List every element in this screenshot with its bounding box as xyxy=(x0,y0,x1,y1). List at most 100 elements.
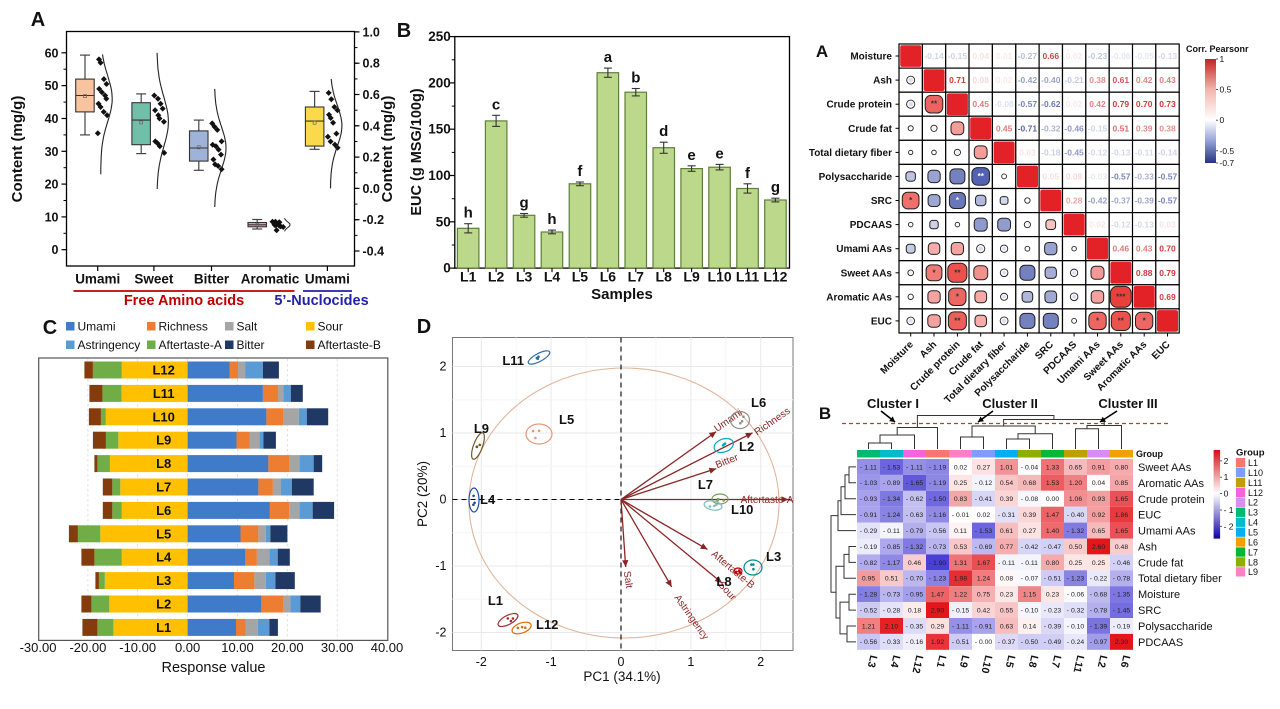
svg-text:-0.06: -0.06 xyxy=(1111,51,1131,61)
svg-text:0.39: 0.39 xyxy=(1000,496,1013,503)
svg-text:- 1.35: - 1.35 xyxy=(1113,592,1131,599)
svg-text:0.68: 0.68 xyxy=(1023,480,1036,487)
svg-text:0.02: 0.02 xyxy=(1089,220,1106,230)
svg-text:0.18: 0.18 xyxy=(908,608,921,615)
svg-text:**: ** xyxy=(931,100,938,109)
svg-text:Umami AAs: Umami AAs xyxy=(1138,526,1196,538)
svg-text:1.22: 1.22 xyxy=(954,592,967,599)
svg-text:*: * xyxy=(956,292,960,301)
svg-text:1: 1 xyxy=(687,655,694,669)
svg-text:L5: L5 xyxy=(559,412,574,427)
svg-text:0.92: 0.92 xyxy=(1092,512,1105,519)
svg-text:c: c xyxy=(492,96,500,113)
svg-text:- 0.68: - 0.68 xyxy=(1090,592,1108,599)
svg-text:Aftertaste-A: Aftertaste-A xyxy=(159,338,222,352)
svg-text:- 0.69: - 0.69 xyxy=(975,544,993,551)
svg-text:- 1.45: - 1.45 xyxy=(1113,608,1131,615)
svg-text:L2: L2 xyxy=(1248,498,1258,508)
svg-text:- 0.63: - 0.63 xyxy=(906,512,924,519)
svg-text:Salt: Salt xyxy=(621,570,634,589)
svg-text:50: 50 xyxy=(45,79,59,93)
svg-text:- 0.23: - 0.23 xyxy=(1044,608,1062,615)
svg-text:Polysaccharide: Polysaccharide xyxy=(1138,621,1213,633)
svg-text:-0.33: -0.33 xyxy=(1135,171,1155,181)
svg-text:0.55: 0.55 xyxy=(1000,608,1013,615)
svg-text:L10: L10 xyxy=(152,409,174,424)
svg-text:-0.39: -0.39 xyxy=(1135,196,1155,206)
svg-text:- 0.28: - 0.28 xyxy=(883,608,901,615)
svg-text:- 0.16: - 0.16 xyxy=(906,639,924,646)
svg-text:A: A xyxy=(31,9,45,31)
svg-text:L10: L10 xyxy=(708,269,732,285)
svg-text:0.53: 0.53 xyxy=(954,544,967,551)
svg-text:L7: L7 xyxy=(698,477,713,492)
svg-text:0.48: 0.48 xyxy=(1115,544,1128,551)
svg-text:B: B xyxy=(819,404,831,423)
svg-text:- 0.19: - 0.19 xyxy=(1113,623,1131,630)
svg-text:- 0.08: - 0.08 xyxy=(1021,496,1039,503)
svg-text:- 0.78: - 0.78 xyxy=(1113,576,1131,583)
svg-text:Sweet AAs: Sweet AAs xyxy=(1138,462,1192,474)
svg-text:-0.15: -0.15 xyxy=(948,51,968,61)
svg-text:L11: L11 xyxy=(1248,478,1262,488)
svg-text:150: 150 xyxy=(428,122,451,137)
svg-text:0.25: 0.25 xyxy=(1069,560,1082,567)
svg-text:Bitter: Bitter xyxy=(237,338,265,352)
svg-text:h: h xyxy=(464,205,473,222)
svg-text:L8: L8 xyxy=(656,269,673,285)
svg-text:-0.32: -0.32 xyxy=(1041,123,1061,133)
svg-text:L6: L6 xyxy=(156,503,171,518)
svg-text:-0.14: -0.14 xyxy=(1158,147,1178,157)
svg-text:- 0.62: - 0.62 xyxy=(906,496,924,503)
svg-text:0.93: 0.93 xyxy=(1092,496,1105,503)
svg-text:0: 0 xyxy=(440,493,447,507)
svg-text:L8: L8 xyxy=(156,456,171,471)
svg-text:Umami AAs: Umami AAs xyxy=(836,244,892,255)
svg-text:L3: L3 xyxy=(516,269,533,285)
svg-text:- 1.50: - 1.50 xyxy=(929,496,947,503)
svg-text:- 1.17: - 1.17 xyxy=(883,560,901,567)
svg-text:0.02: 0.02 xyxy=(977,512,990,519)
svg-text:-0.05: -0.05 xyxy=(1135,51,1155,61)
svg-text:- 0.51: - 0.51 xyxy=(1044,576,1062,583)
svg-text:-0.42: -0.42 xyxy=(1088,196,1108,206)
svg-text:-0.15: -0.15 xyxy=(1088,123,1108,133)
svg-text:0.29: 0.29 xyxy=(931,623,944,630)
svg-text:1.0: 1.0 xyxy=(363,25,380,39)
svg-text:0.42: 0.42 xyxy=(1089,99,1106,109)
svg-text:L2: L2 xyxy=(156,597,171,612)
svg-text:0.45: 0.45 xyxy=(972,99,989,109)
svg-text:20.00: 20.00 xyxy=(271,640,304,655)
svg-text:0.61: 0.61 xyxy=(1000,528,1013,535)
svg-text:1.40: 1.40 xyxy=(1046,528,1059,535)
svg-text:PDCAAS: PDCAAS xyxy=(1138,637,1183,649)
svg-text:2.30: 2.30 xyxy=(1115,639,1128,646)
svg-text:-20.00: -20.00 xyxy=(69,640,106,655)
svg-text:- 0.93: - 0.93 xyxy=(860,496,878,503)
svg-text:- 0.97: - 0.97 xyxy=(1090,639,1108,646)
svg-text:- 0.10: - 0.10 xyxy=(1067,623,1085,630)
svg-text:1.67: 1.67 xyxy=(977,560,990,567)
svg-text:-0.57: -0.57 xyxy=(1158,196,1178,206)
svg-text:-0.57: -0.57 xyxy=(1018,99,1038,109)
svg-text:Crude protein: Crude protein xyxy=(826,100,892,111)
svg-text:0: 0 xyxy=(1220,115,1225,125)
svg-text:Cluster III: Cluster III xyxy=(1098,396,1157,411)
svg-text:L10: L10 xyxy=(1248,468,1263,478)
svg-text:Response value: Response value xyxy=(162,660,266,676)
svg-text:L6: L6 xyxy=(1248,537,1258,547)
svg-text:0.0: 0.0 xyxy=(363,182,380,196)
svg-text:- 0.56: - 0.56 xyxy=(929,528,947,535)
svg-text:0.70: 0.70 xyxy=(1136,99,1153,109)
svg-text:L5: L5 xyxy=(1248,528,1258,538)
svg-text:1: 1 xyxy=(1224,472,1229,482)
svg-text:-2: -2 xyxy=(476,655,487,669)
svg-text:1.65: 1.65 xyxy=(1115,496,1128,503)
svg-text:*: * xyxy=(956,196,960,205)
svg-text:Salt: Salt xyxy=(237,320,258,334)
svg-text:L10: L10 xyxy=(731,502,753,517)
svg-text:L9: L9 xyxy=(156,433,171,448)
svg-text:0.46: 0.46 xyxy=(908,560,921,567)
svg-text:PDCAAS: PDCAAS xyxy=(850,220,893,231)
svg-text:- 1.19: - 1.19 xyxy=(929,464,947,471)
